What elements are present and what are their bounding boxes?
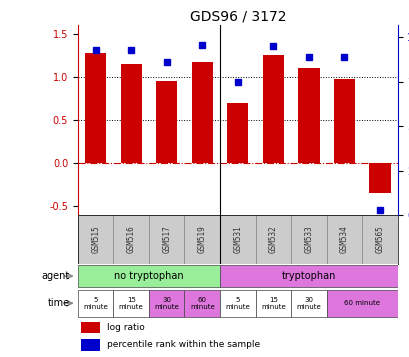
Text: GSM534: GSM534: [339, 226, 348, 253]
Bar: [85, 52, 106, 163]
Bar: [290, 290, 326, 317]
Bar: [78, 215, 113, 264]
Bar: [148, 215, 184, 264]
Text: GSM515: GSM515: [91, 226, 100, 253]
Title: GDS96 / 3172: GDS96 / 3172: [189, 10, 285, 24]
Text: 60 minute: 60 minute: [343, 300, 379, 306]
Bar: [326, 290, 397, 317]
Bar: [156, 81, 177, 163]
Text: 30
minute: 30 minute: [154, 297, 179, 310]
Bar: [255, 290, 290, 317]
Bar: [191, 62, 212, 163]
Bar: [220, 290, 255, 317]
Text: 60
minute: 60 minute: [189, 297, 214, 310]
Bar: [78, 290, 113, 317]
Text: time: time: [47, 298, 70, 308]
Bar: [255, 215, 290, 264]
Bar: [333, 79, 354, 163]
Bar: [369, 163, 390, 193]
Bar: [290, 215, 326, 264]
Bar: [361, 215, 397, 264]
Text: GSM519: GSM519: [197, 226, 206, 253]
Bar: [148, 290, 184, 317]
Bar: [184, 215, 220, 264]
Text: GSM565: GSM565: [375, 226, 384, 253]
Text: GSM517: GSM517: [162, 226, 171, 253]
Text: GSM516: GSM516: [126, 226, 135, 253]
Text: log ratio: log ratio: [106, 323, 144, 332]
Bar: [227, 103, 248, 163]
Text: percentile rank within the sample: percentile rank within the sample: [106, 341, 259, 350]
Text: no tryptophan: no tryptophan: [114, 271, 183, 281]
Bar: [184, 290, 220, 317]
Text: agent: agent: [41, 271, 70, 281]
Text: 15
minute: 15 minute: [119, 297, 143, 310]
Text: 5
minute: 5 minute: [225, 297, 249, 310]
Bar: [113, 215, 148, 264]
Bar: [220, 215, 255, 264]
Text: 15
minute: 15 minute: [260, 297, 285, 310]
Bar: [262, 55, 283, 163]
Text: 5
minute: 5 minute: [83, 297, 108, 310]
Text: GSM531: GSM531: [233, 226, 242, 253]
Bar: [120, 64, 142, 163]
Bar: [297, 68, 319, 163]
Bar: [326, 215, 361, 264]
Bar: [81, 339, 100, 351]
Text: 30
minute: 30 minute: [296, 297, 321, 310]
Bar: [78, 265, 220, 287]
Bar: [81, 322, 100, 333]
Bar: [113, 290, 148, 317]
Bar: [220, 265, 397, 287]
Text: GSM533: GSM533: [303, 226, 312, 253]
Text: GSM532: GSM532: [268, 226, 277, 253]
Text: tryptophan: tryptophan: [281, 271, 335, 281]
